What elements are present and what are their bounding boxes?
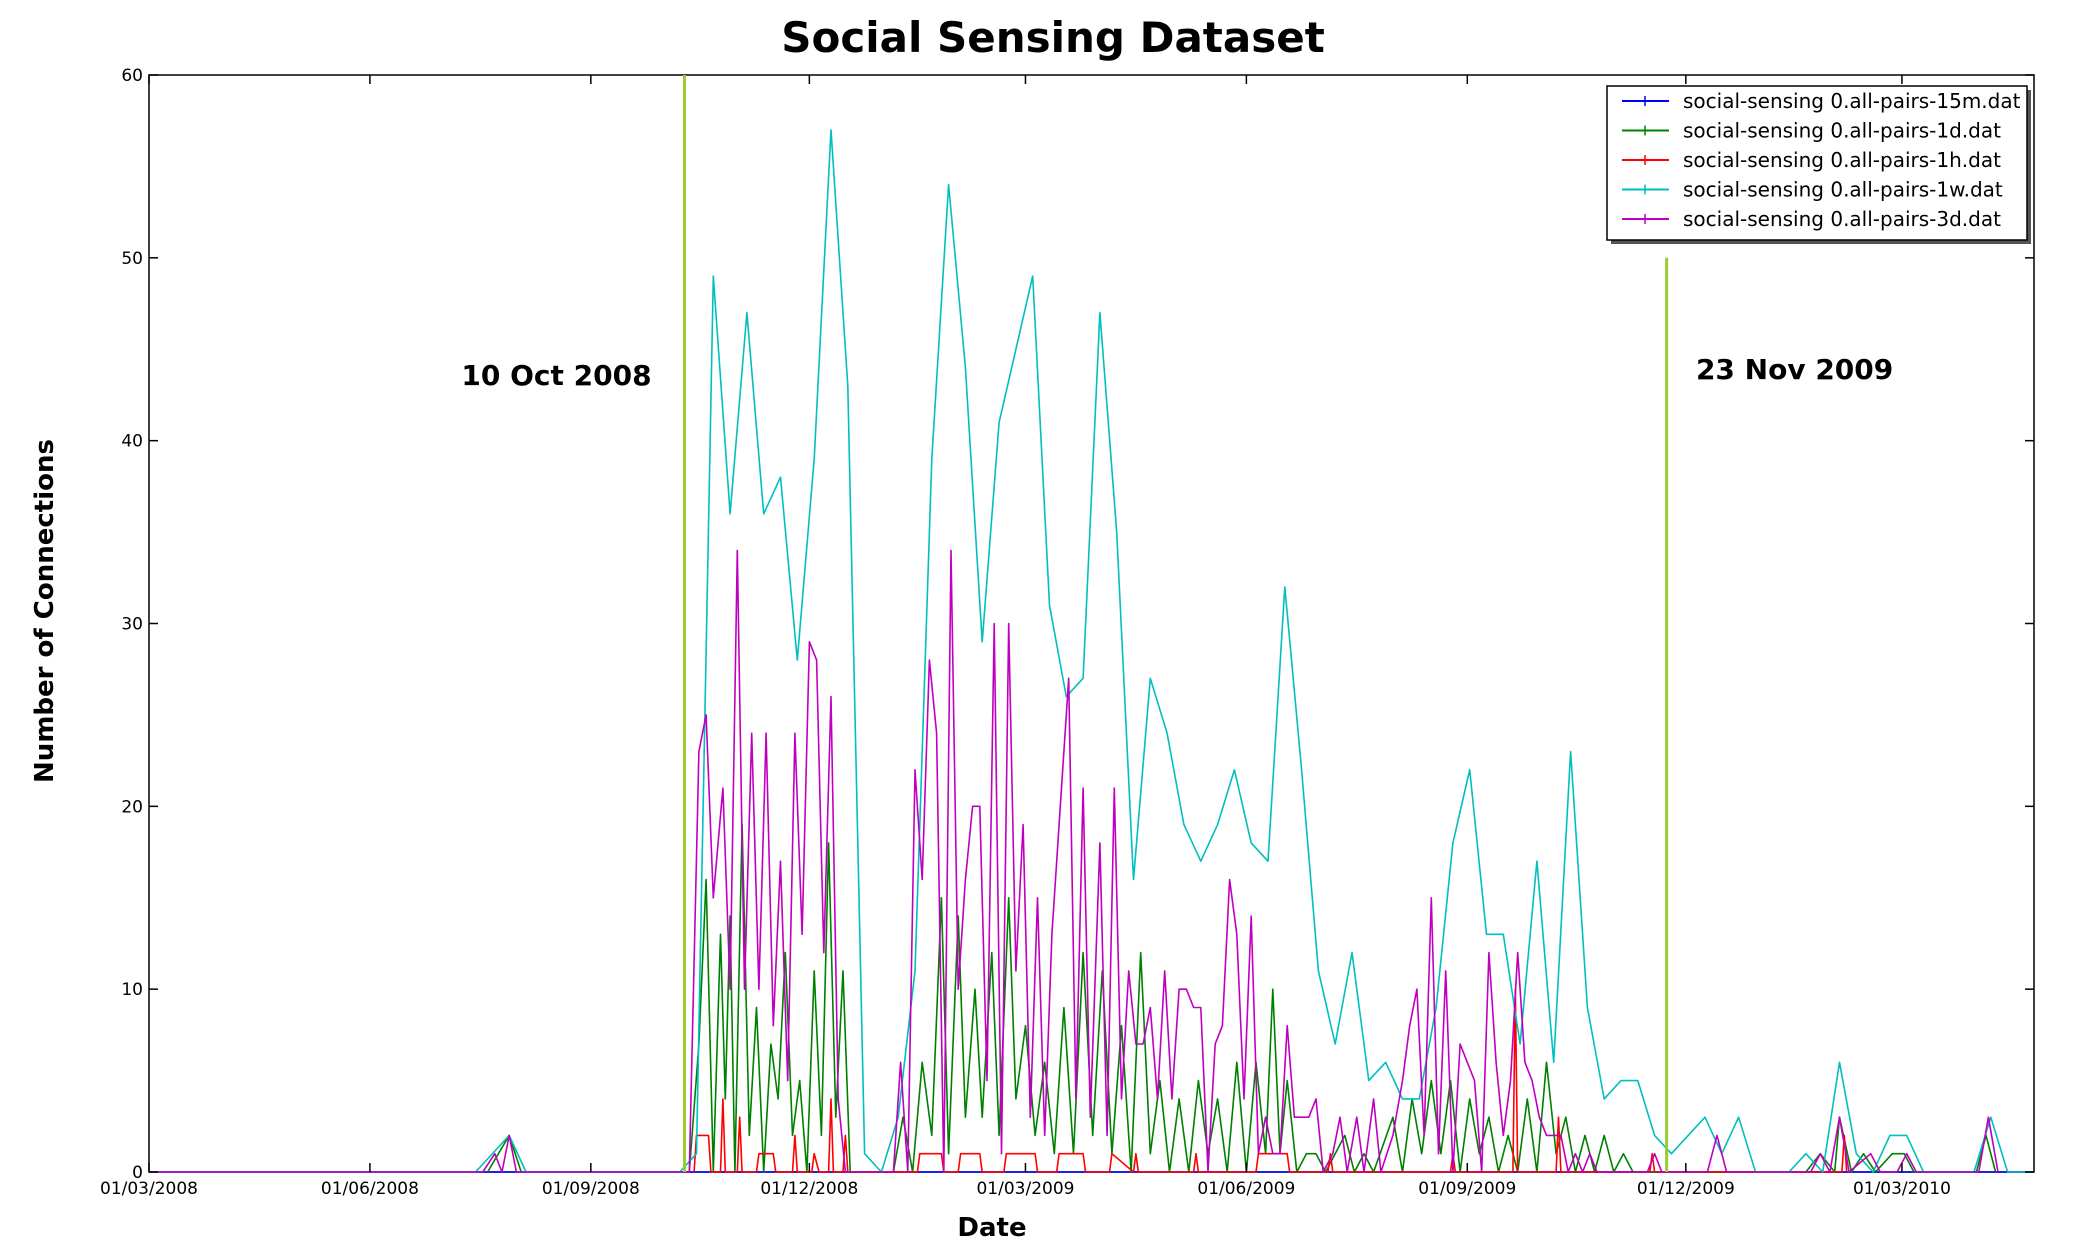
legend-label-social-sensing-0-all-pairs-1d-dat: social-sensing 0.all-pairs-1d.dat bbox=[1683, 119, 2001, 143]
x-axis-title: Date bbox=[957, 1213, 1026, 1243]
series-layer bbox=[149, 129, 2034, 1173]
y-tick-label: 40 bbox=[121, 432, 143, 452]
y-tick-label: 50 bbox=[121, 249, 143, 269]
axis-layer: 0 10 20 30 40 50 60 01/03/2008 01/06/2008 01/09/2… bbox=[100, 66, 2034, 1199]
legend: social-sensing 0.all-pairs-15m.dat social… bbox=[1606, 85, 2031, 244]
legend-label-social-sensing-0-all-pairs-15m-dat: social-sensing 0.all-pairs-15m.dat bbox=[1683, 89, 2021, 113]
annotation-label-2: 23 Nov 2009 bbox=[1696, 353, 1893, 386]
series-line-social-sensing-0-all-pairs-3d-dat bbox=[149, 549, 1999, 1173]
annotation-layer: 10 Oct 2008 23 Nov 2009 bbox=[461, 75, 1893, 1172]
x-tick-label: 01/06/2009 bbox=[1197, 1179, 1295, 1199]
y-tick-label: 30 bbox=[121, 615, 143, 635]
y-tick-label: 10 bbox=[121, 980, 143, 1000]
legend-label-social-sensing-0-all-pairs-1w-dat: social-sensing 0.all-pairs-1w.dat bbox=[1683, 178, 2003, 202]
x-tick-label: 01/03/2009 bbox=[976, 1179, 1074, 1199]
x-tick-label: 01/03/2010 bbox=[1853, 1179, 1951, 1199]
chart-title: Social Sensing Dataset bbox=[781, 13, 1325, 62]
y-axis-title: Number of Connections bbox=[30, 439, 60, 783]
legend-label-social-sensing-0-all-pairs-3d-dat: social-sensing 0.all-pairs-3d.dat bbox=[1683, 207, 2001, 231]
plot-area-frame bbox=[148, 74, 2035, 1173]
x-tick-label: 01/12/2008 bbox=[760, 1179, 858, 1199]
y-tick-label: 20 bbox=[121, 797, 143, 817]
legend-label-social-sensing-0-all-pairs-1h-dat: social-sensing 0.all-pairs-1h.dat bbox=[1683, 148, 2001, 172]
legend-box bbox=[1606, 85, 2028, 241]
x-tick-label: 01/12/2009 bbox=[1637, 1179, 1735, 1199]
y-tick-label: 0 bbox=[132, 1163, 143, 1183]
x-tick-label: 01/09/2009 bbox=[1418, 1179, 1516, 1199]
x-tick-label: 01/03/2008 bbox=[100, 1179, 198, 1199]
series-line-social-sensing-0-all-pairs-1w-dat bbox=[149, 129, 2034, 1173]
legend-items: social-sensing 0.all-pairs-15m.dat social… bbox=[1622, 89, 2021, 231]
series-line-social-sensing-0-all-pairs-1h-dat bbox=[693, 988, 1848, 1173]
x-tick-label: 01/06/2008 bbox=[321, 1179, 419, 1199]
annotation-label-1: 10 Oct 2008 bbox=[461, 359, 651, 392]
x-tick-label: 01/09/2008 bbox=[542, 1179, 640, 1199]
y-tick-label: 60 bbox=[121, 66, 143, 86]
